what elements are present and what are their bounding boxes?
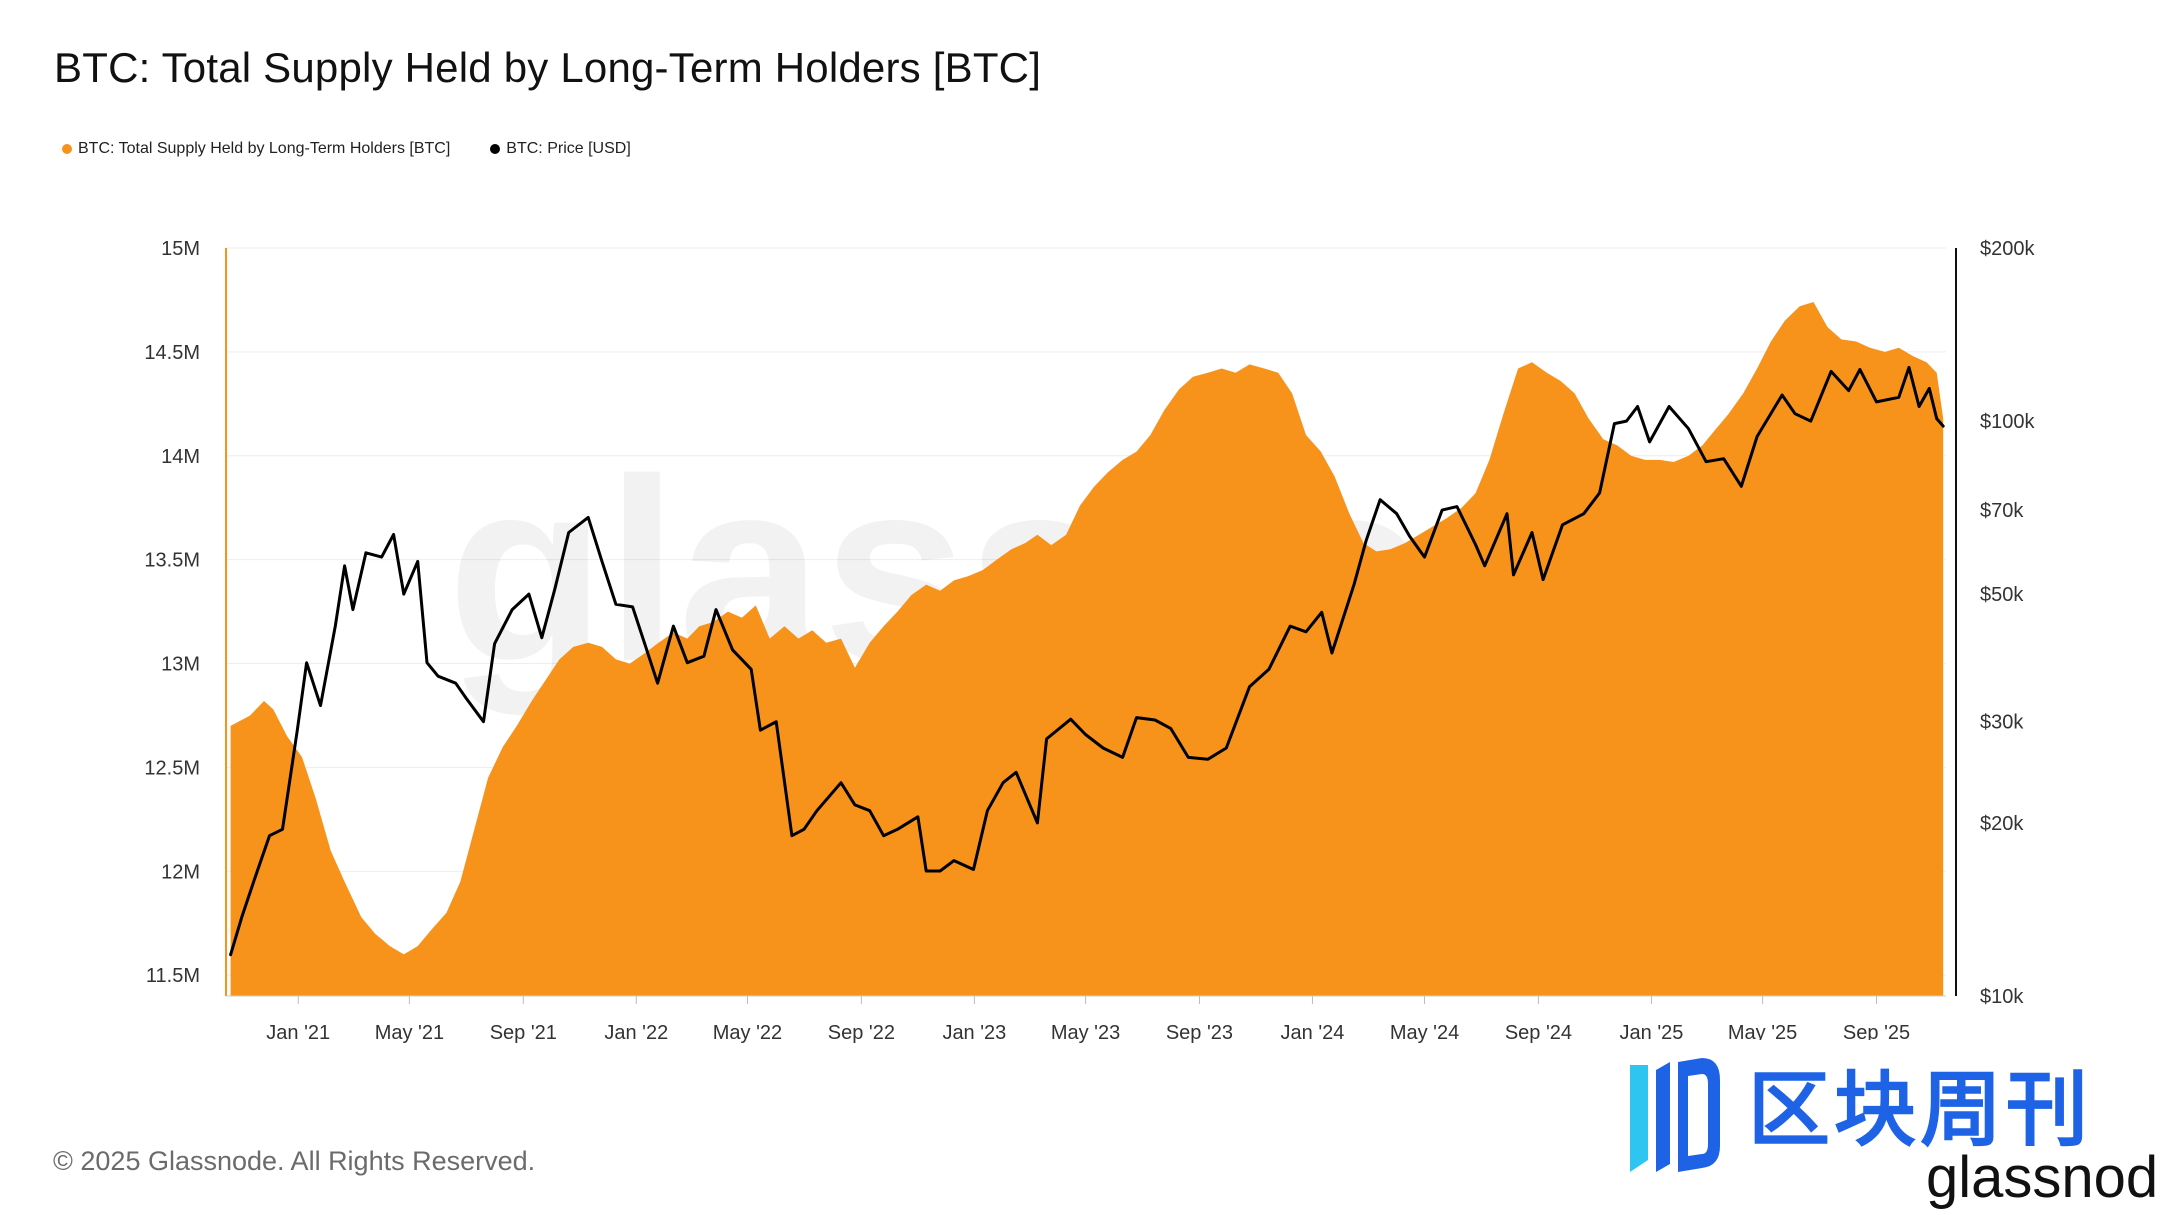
y-right-tick-label: $100k <box>1980 411 2035 433</box>
x-tick-label: Sep '22 <box>828 1022 895 1044</box>
x-tick-label: Sep '25 <box>1843 1022 1910 1044</box>
y-right-tick-label: $70k <box>1980 500 2024 522</box>
branding-logo: 区块周刊 glassnode <box>1608 1040 2160 1215</box>
legend-dot-lth-supply <box>62 144 72 154</box>
x-tick-label: Jan '23 <box>942 1022 1006 1044</box>
y-left-tick-label: 13.5M <box>144 550 200 572</box>
y-left-tick-label: 14.5M <box>144 342 200 364</box>
y-left-tick-label: 11.5M <box>146 965 200 987</box>
x-tick-label: Jan '21 <box>266 1022 330 1044</box>
y-right-tick-label: $10k <box>1980 986 2024 1008</box>
footer-copyright: © 2025 Glassnode. All Rights Reserved. <box>53 1146 536 1176</box>
y-right-tick-label: $50k <box>1980 584 2024 606</box>
legend-item-lth-supply[interactable]: BTC: Total Supply Held by Long-Term Hold… <box>62 140 450 158</box>
y-right-tick-label: $200k <box>1980 238 2035 260</box>
y-left-tick-label: 12.5M <box>144 757 200 779</box>
legend: BTC: Total Supply Held by Long-Term Hold… <box>62 136 631 162</box>
x-tick-label: Jan '24 <box>1281 1022 1345 1044</box>
x-tick-label: May '23 <box>1051 1022 1120 1044</box>
x-tick-label: Sep '21 <box>490 1022 557 1044</box>
x-tick-label: Sep '23 <box>1166 1022 1233 1044</box>
price-line-layer <box>229 365 1945 957</box>
x-tick-label: May '22 <box>713 1022 782 1044</box>
legend-dot-price <box>490 144 501 154</box>
x-tick-label: May '21 <box>375 1022 444 1044</box>
legend-label-price: BTC: Price [USD] <box>506 140 631 157</box>
y-left-tick-label: 12M <box>161 861 200 883</box>
y-right-tick-label: $20k <box>1980 813 2024 835</box>
y-right-tick-label: $30k <box>1980 712 2024 734</box>
x-tick-label: Jan '22 <box>604 1022 668 1044</box>
x-tick-label: Jan '25 <box>1620 1022 1684 1044</box>
price-line <box>229 365 1945 957</box>
x-tick-label: May '24 <box>1390 1022 1459 1044</box>
chart-title: BTC: Total Supply Held by Long-Term Hold… <box>54 44 1042 91</box>
y-left-tick-label: 14M <box>161 446 200 468</box>
glassnode-brand-text: glassnode <box>1926 1145 2160 1210</box>
y-left-tick-label: 15M <box>161 238 200 260</box>
x-tick-label: Sep '24 <box>1505 1022 1572 1044</box>
blockweekly-logo-icon <box>1630 1058 1720 1172</box>
axes: 15M 14.5M 14M 13.5M 13M 12.5M 12M 11.5M $200k $10… <box>144 238 2035 1044</box>
cn-brand-text: 区块周刊 <box>1748 1063 2092 1158</box>
legend-label-lth-supply: BTC: Total Supply Held by Long-Term Hold… <box>78 140 451 157</box>
legend-item-price[interactable]: BTC: Price [USD] <box>490 140 631 158</box>
lth-supply-area <box>230 302 1944 996</box>
lth-supply-area-layer <box>230 302 1944 996</box>
y-left-tick-label: 13M <box>161 654 200 676</box>
x-tick-label: May '25 <box>1728 1022 1797 1044</box>
